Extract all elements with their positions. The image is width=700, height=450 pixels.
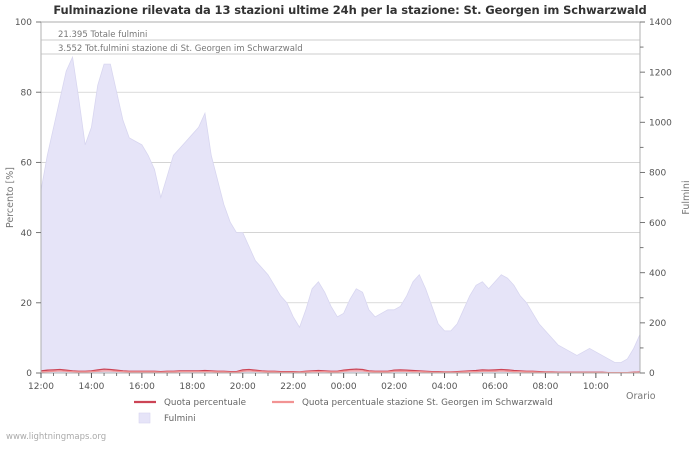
legend-label: Quota percentuale — [164, 398, 246, 408]
svg-text:1200: 1200 — [649, 68, 672, 78]
svg-text:16:00: 16:00 — [129, 382, 155, 392]
svg-text:200: 200 — [649, 319, 666, 329]
svg-text:08:00: 08:00 — [532, 382, 558, 392]
svg-text:Percento [%]: Percento [%] — [5, 167, 16, 228]
svg-text:1400: 1400 — [649, 18, 672, 28]
svg-text:3.552 Tot.fulmini stazione di: 3.552 Tot.fulmini stazione di St. George… — [58, 44, 303, 54]
svg-text:1000: 1000 — [649, 118, 672, 128]
axis-titles: Percento [%] Fulmini Orario — [5, 167, 692, 402]
svg-text:400: 400 — [649, 269, 666, 279]
legend: Quota percentuale Quota percentuale stazi… — [134, 398, 553, 424]
svg-text:06:00: 06:00 — [482, 382, 508, 392]
svg-text:800: 800 — [649, 169, 666, 179]
legend-item: Fulmini — [138, 412, 196, 424]
svg-text:Orario: Orario — [626, 391, 656, 402]
legend-label: Quota percentuale stazione St. Georgen i… — [302, 398, 553, 408]
legend-item: Quota percentuale — [134, 398, 246, 408]
annotations: 21.395 Totale fulmini 3.552 Tot.fulmini s… — [41, 30, 640, 55]
y-axis-left: 0 20 40 60 80 100 — [15, 18, 41, 379]
svg-text:20: 20 — [21, 299, 33, 309]
legend-item: Quota percentuale stazione St. Georgen i… — [272, 398, 553, 408]
svg-text:0: 0 — [26, 369, 32, 379]
svg-text:Fulmini: Fulmini — [681, 180, 692, 214]
svg-text:40: 40 — [21, 229, 33, 239]
svg-text:20:00: 20:00 — [230, 382, 256, 392]
legend-label: Fulmini — [164, 414, 196, 424]
svg-text:600: 600 — [649, 219, 666, 229]
area-series-fulmini — [40, 55, 641, 374]
svg-text:02:00: 02:00 — [381, 382, 407, 392]
svg-text:10:00: 10:00 — [583, 382, 609, 392]
svg-text:14:00: 14:00 — [78, 382, 104, 392]
legend-swatch-area — [138, 412, 151, 424]
svg-text:18:00: 18:00 — [179, 382, 205, 392]
svg-text:100: 100 — [15, 18, 32, 28]
y-axis-right: 0 200 400 600 800 1000 1200 1400 — [640, 18, 672, 379]
page-title: Fulminazione rilevata da 13 stazioni ult… — [53, 3, 647, 17]
svg-text:80: 80 — [21, 88, 33, 98]
x-axis: 12:00 14:00 16:00 18:00 20:00 22:00 00:00 02:00… — [28, 373, 635, 392]
svg-text:04:00: 04:00 — [432, 382, 458, 392]
svg-text:60: 60 — [21, 159, 33, 169]
footer-credit: www.lightningmaps.org — [6, 432, 107, 442]
svg-text:12:00: 12:00 — [28, 382, 54, 392]
svg-text:21.395 Totale fulmini: 21.395 Totale fulmini — [58, 30, 147, 40]
svg-text:0: 0 — [649, 369, 655, 379]
svg-text:00:00: 00:00 — [331, 382, 357, 392]
svg-text:22:00: 22:00 — [280, 382, 306, 392]
line-series-group — [40, 368, 641, 374]
